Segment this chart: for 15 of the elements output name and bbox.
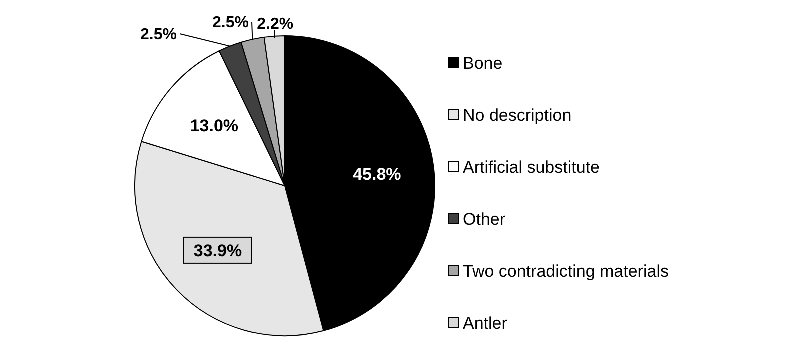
data-label: 13.0% (190, 116, 239, 136)
legend-label: Bone (463, 54, 503, 73)
data-label: 45.8% (353, 164, 402, 184)
legend-entry: Antler (448, 314, 508, 333)
data-label: 2.5% (140, 26, 177, 44)
legend-entry: Two contradicting materials (448, 262, 669, 281)
data-label: 2.5% (212, 14, 249, 32)
data-label: 2.2% (257, 16, 294, 33)
legend-entry: No description (448, 106, 572, 125)
data-label: 33.9% (194, 241, 242, 260)
legend-label: Antler (463, 314, 508, 333)
legend-entry: Bone (448, 54, 503, 73)
legend-label: Other (463, 210, 506, 229)
legend-entry: Other (448, 210, 506, 229)
legend-entry: Artificial substitute (448, 158, 600, 177)
